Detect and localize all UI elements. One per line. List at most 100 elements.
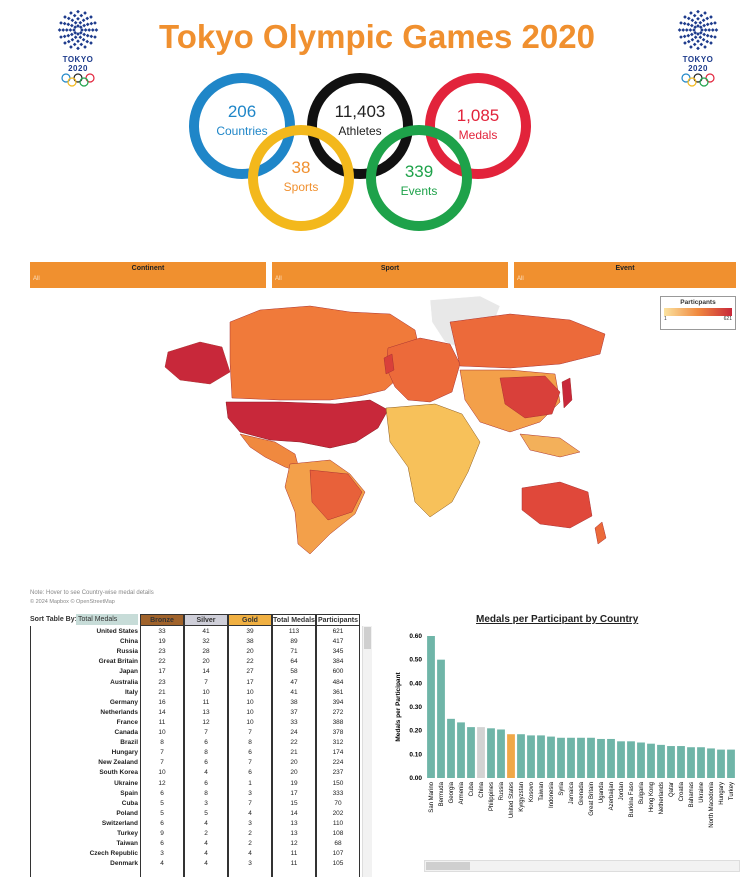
bar-bahamas[interactable] [687,747,695,778]
filter-event[interactable]: Event All [514,262,736,288]
table-cell: 600 [332,668,344,676]
bar-azerbaijan[interactable] [607,738,615,778]
table-cell: 28 [202,648,210,656]
bar-croatia[interactable] [677,746,685,778]
bar-cuba[interactable] [467,727,475,778]
y-tick-label: 0.50 [409,657,422,664]
country-name: South Korea [99,769,138,777]
bar-netherlands[interactable] [657,744,665,778]
bar-grenada[interactable] [577,737,585,778]
bar-great-britain[interactable] [587,737,595,778]
country-name: Russia [116,648,138,656]
table-cell: 388 [332,718,344,726]
country-name: New Zealand [98,759,138,767]
filter-sport[interactable]: Sport All [272,262,508,288]
table-cell: 3 [248,789,252,797]
x-tick-label: United States [509,782,515,818]
country-name: Spain [120,789,138,797]
map-uk [383,353,395,375]
table-cell: 6 [160,789,164,797]
bar-qatar[interactable] [667,746,675,778]
table-cell: 17 [290,789,298,797]
bar-syria[interactable] [557,737,565,778]
table-header-gold[interactable]: Gold [228,614,272,626]
x-tick-label: Netherlands [659,782,665,814]
scrollbar-thumb[interactable] [364,627,371,649]
table-cell: 417 [332,638,344,646]
table-cell: 5 [160,809,164,817]
table-header-bronze[interactable]: Bronze [140,614,184,626]
bar-taiwan[interactable] [537,735,545,778]
table-cell: 6 [248,749,252,757]
bar-north-macedonia[interactable] [707,748,715,778]
world-map[interactable] [160,292,610,557]
bar-kosovo[interactable] [527,735,535,778]
table-cell: 47 [290,678,298,686]
bar-jordan[interactable] [617,741,625,778]
table-header-silver[interactable]: Silver [184,614,228,626]
table-cell: 8 [204,749,208,757]
filter-continent[interactable]: Continent All [30,262,266,288]
bar-burkina-faso[interactable] [627,741,635,778]
table-cell: 384 [332,658,344,666]
scrollbar-thumb[interactable] [426,862,470,870]
table-cell: 4 [160,860,164,868]
table-scrollbar[interactable] [362,626,372,877]
chart-scrollbar[interactable] [424,860,740,872]
table-cell: 4 [204,769,208,777]
table-cell: 150 [332,779,344,787]
table-cell: 33 [290,718,298,726]
ring-blue [189,73,295,179]
filter-value[interactable]: All [275,276,282,282]
filter-value[interactable]: All [33,276,40,282]
table-cell: 484 [332,678,344,686]
table-cell: 3 [248,819,252,827]
sort-dropdown[interactable]: Total Medals [76,614,138,625]
bar-russia[interactable] [497,729,505,778]
x-tick-label: Jordan [619,782,625,800]
table-cell: 6 [204,739,208,747]
bar-kyrgyzstan[interactable] [517,734,525,778]
table-cell: 13 [290,819,298,827]
bar-indonesia[interactable] [547,736,555,778]
table-cell: 2 [204,830,208,837]
bar-georgia[interactable] [447,718,455,778]
bar-turkey[interactable] [727,749,735,778]
filter-label: Sport [380,265,400,272]
kpi-value: 339 [404,162,434,181]
table-cell: 10 [246,688,254,696]
table-cell: 12 [158,779,166,787]
table-cell: 108 [332,830,344,837]
table-cell: 6 [160,819,164,827]
bar-bermuda[interactable] [437,659,445,778]
bar-jamaica[interactable] [567,737,575,778]
bar-philippines[interactable] [487,728,495,778]
bar-hungary[interactable] [717,749,725,778]
table-cell: 14 [158,708,166,716]
bar-china[interactable] [477,727,485,778]
table-cell: 10 [246,698,254,706]
logo-text: TOKYO 2020 [62,55,94,73]
x-tick-label: Hungary [719,782,725,805]
table-cell: 7 [204,729,208,736]
bar-ukraine[interactable] [697,747,705,778]
filter-value[interactable]: All [517,276,524,282]
bar-san-marino[interactable] [427,636,435,778]
table-cell: 9 [160,830,164,837]
tokyo-emblem-icon [57,9,99,51]
table-cell: 8 [204,789,208,797]
bar-hong-kong[interactable] [647,743,655,778]
table-cell: 7 [204,678,208,686]
bar-armenia[interactable] [457,722,465,778]
table-cell: 12 [202,718,210,726]
y-tick-label: 0.40 [409,680,422,687]
table-cell: 24 [290,729,298,736]
table-cell: 312 [332,739,344,747]
table-header-participants[interactable]: Participants [316,614,360,626]
table-header-total-medals[interactable]: Total Medals [272,614,316,626]
bar-united-states[interactable] [507,734,515,778]
bar-bulgaria[interactable] [637,742,645,779]
bar-uganda[interactable] [597,738,605,778]
x-tick-label: Turkey [729,782,735,800]
table-cell: 19 [290,779,298,787]
